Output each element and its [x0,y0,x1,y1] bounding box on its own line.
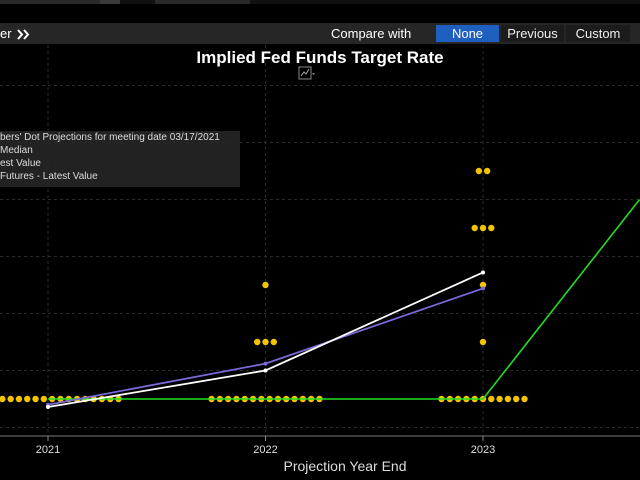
series-marker-median [481,286,485,291]
x-tick-label: 2023 [471,444,495,456]
chart-toolbar: er Compare with None Previous Custom [0,23,640,44]
projection-dot [479,338,487,346]
projection-dot [488,224,495,232]
chart-mode-icon[interactable] [298,66,316,82]
double-chevron-right-icon[interactable] [14,26,34,43]
projection-dot [7,395,14,403]
series-marker-latest [46,404,50,409]
chart-legend: bers' Dot Projections for meeting date 0… [0,131,240,187]
series-marker-latest [481,270,485,275]
projection-dot [479,281,487,289]
x-tick-label: 2022 [253,444,277,456]
legend-entry-dot-projections: bers' Dot Projections for meeting date 0… [0,132,220,143]
projection-dot [40,395,48,403]
projection-dot [262,281,269,289]
projection-dot [483,167,491,175]
chart-title: Implied Fed Funds Target Rate [196,48,444,67]
series-marker-median [263,361,268,366]
projection-dot [32,395,39,403]
projection-dot [479,224,487,232]
compare-custom-button[interactable]: Custom [566,25,630,42]
projection-dot [471,224,478,232]
projection-dot [24,395,31,403]
compare-previous-button[interactable]: Previous [501,25,564,42]
projection-dot [496,395,503,403]
legend-entry-futures: Futures - Latest Value [0,171,98,182]
projection-dot [270,338,277,346]
projection-dot [0,395,6,403]
x-tick-label: 2021 [36,444,60,456]
legend-entry-median: Median [0,145,33,156]
top-strip [0,0,640,4]
compare-with-label: Compare with [331,26,412,41]
projection-dot [513,395,520,403]
projection-dot [15,395,23,403]
x-axis-label: Projection Year End [283,458,407,474]
legend-entry-latest-value: est Value [0,158,41,169]
projection-dot [504,395,512,403]
projection-dot [262,338,269,346]
projection-dot [488,395,495,403]
compare-none-button[interactable]: None [436,25,499,42]
series-marker-latest [263,368,268,373]
series-line-futures [48,199,640,400]
toolbar-left-text: er [0,26,12,41]
projection-dot [254,338,261,346]
projection-dot [521,395,528,403]
projection-dot [475,167,483,175]
